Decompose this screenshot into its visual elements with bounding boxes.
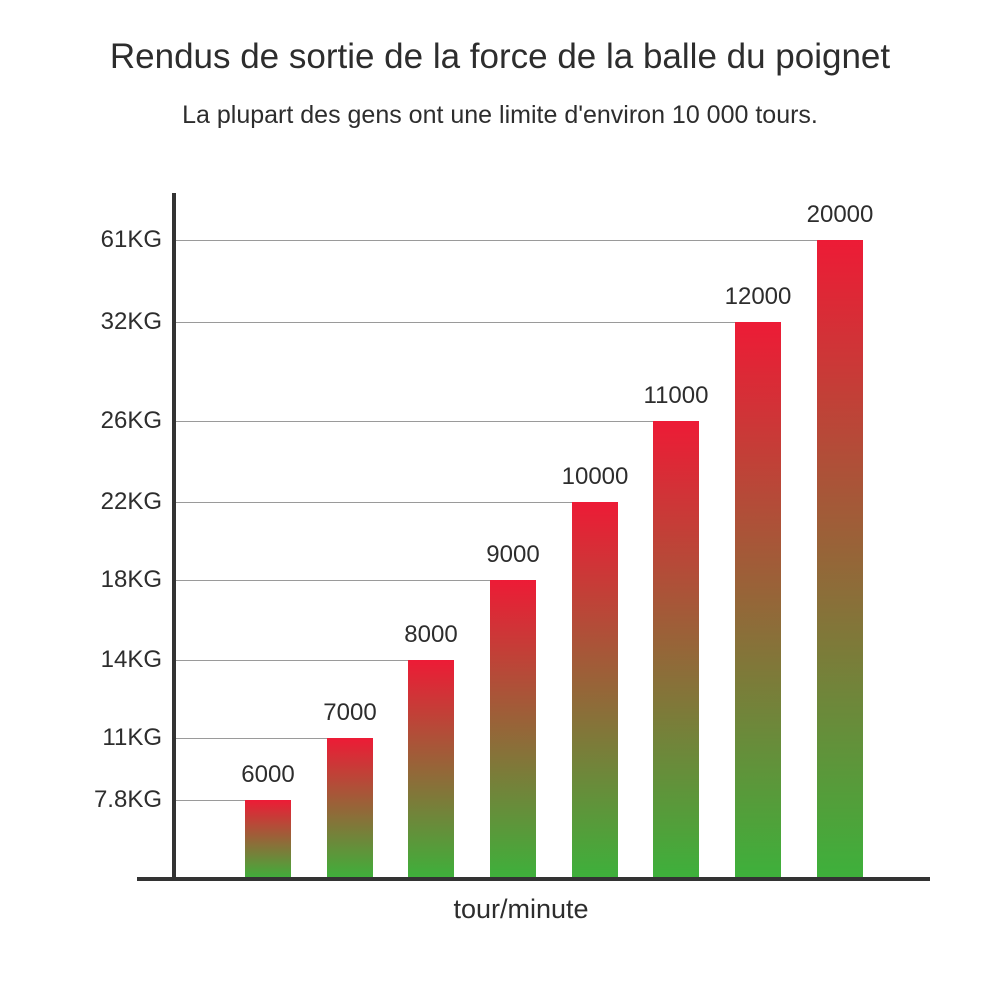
bar [817,240,863,879]
y-axis-label: 14KG [100,646,162,673]
gridline [176,738,327,739]
bar-value-label: 10000 [561,463,629,490]
bar-value-label: 7000 [323,699,377,726]
bar [408,660,454,879]
gridline [176,502,572,503]
y-axis-label: 22KG [100,488,162,515]
bar-value-label: 20000 [806,201,874,228]
y-axis-label: 32KG [100,308,162,335]
chart-title: Rendus de sortie de la force de la balle… [109,37,891,76]
bar-value-label: 12000 [724,283,792,310]
bar [327,738,373,879]
gridline [176,322,735,323]
bar [490,580,536,879]
bar [735,322,781,879]
bar-value-label: 6000 [241,761,295,788]
y-axis-label: 18KG [100,566,162,593]
y-axis-label: 7.8KG [93,786,162,813]
gridline [176,580,490,581]
bar-value-label: 11000 [643,382,709,409]
gridline [176,240,817,241]
chart-subtitle: La plupart des gens ont une limite d'env… [182,101,818,129]
y-axis-label: 61KG [100,226,162,253]
y-axis-label: 26KG [100,407,162,434]
y-axis-line [172,193,176,881]
bar [653,421,699,879]
gridline [176,421,653,422]
bar [572,502,618,879]
gridline [176,660,408,661]
y-axis-label: 11KG [102,724,162,751]
bar-value-label: 9000 [486,541,540,568]
bar-value-label: 8000 [404,621,458,648]
x-axis-line [137,877,930,881]
x-axis-title: tour/minute [453,894,589,924]
bar [245,800,291,879]
gridline [176,800,245,801]
